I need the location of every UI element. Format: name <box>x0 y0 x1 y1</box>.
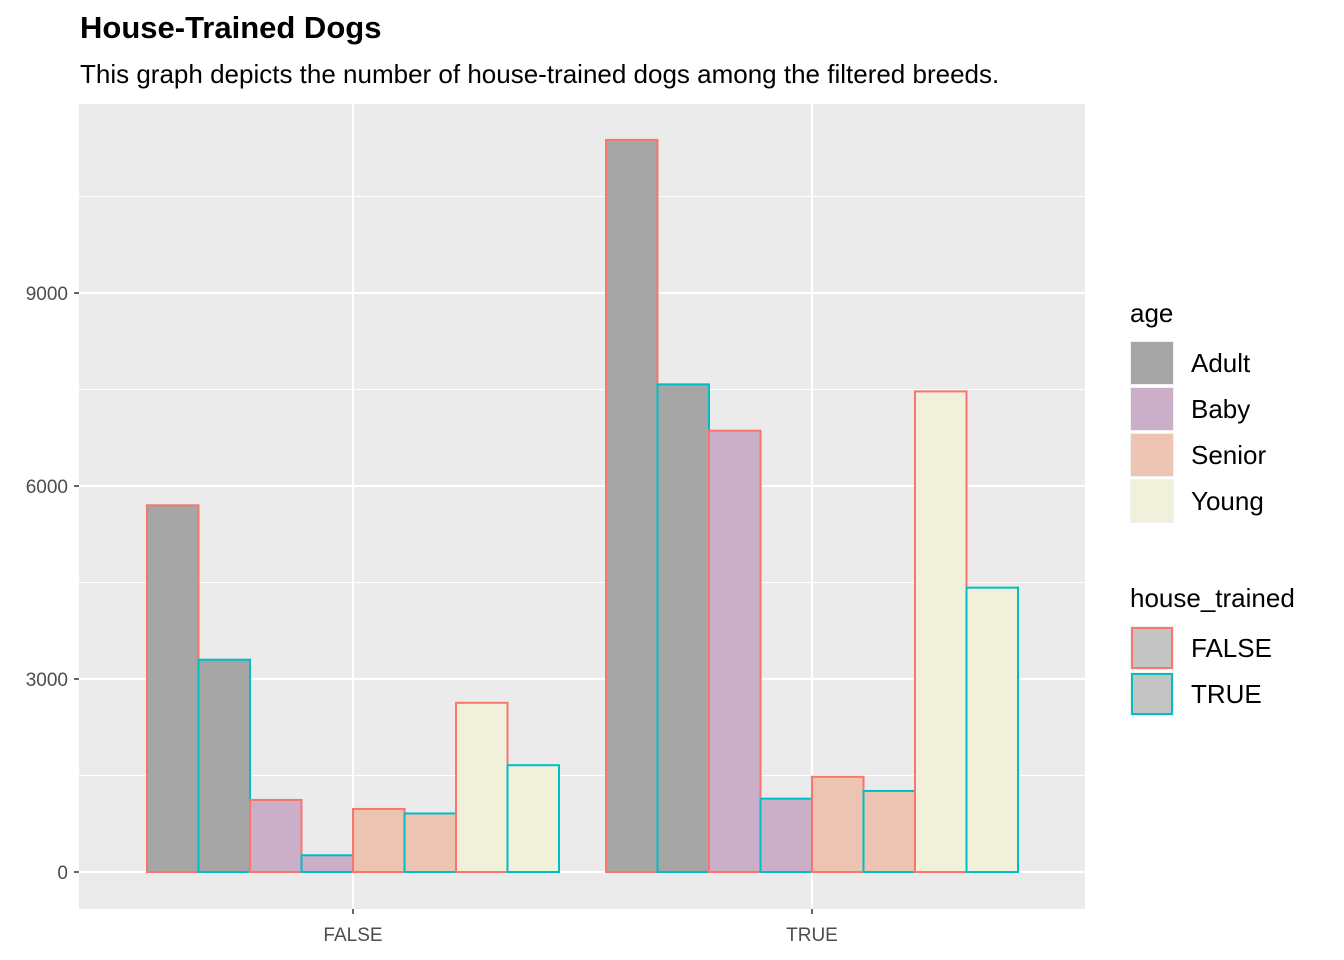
bar-true-adult-false <box>605 138 659 874</box>
x-axis: FALSE TRUE <box>323 909 838 946</box>
bar-false-senior-false <box>352 807 406 873</box>
bar-true-young-false <box>914 390 968 873</box>
chart-title: House-Trained Dogs <box>80 10 382 45</box>
legend-title-house-trained: house_trained <box>1130 583 1295 613</box>
y-tick-label: 9000 <box>26 284 68 305</box>
legend-label-young: Young <box>1191 486 1264 516</box>
bar-true-adult-true <box>656 383 710 873</box>
legend-key-true <box>1131 673 1173 715</box>
legend-age: age Adult Baby Senior Young <box>1130 298 1266 523</box>
bar-false-adult-false <box>146 504 200 873</box>
legend-key-false <box>1131 627 1173 669</box>
x-tick-label: FALSE <box>323 925 382 946</box>
y-tick-label: 3000 <box>26 670 68 691</box>
legend-label-true: TRUE <box>1191 679 1262 709</box>
bar-false-young-true <box>506 764 560 873</box>
legend-title-age: age <box>1130 298 1173 328</box>
bar-false-baby-true <box>300 854 354 873</box>
bar-false-adult-true <box>197 658 251 874</box>
bar-true-baby-true <box>759 797 813 873</box>
legend-label-baby: Baby <box>1191 394 1250 424</box>
bar-true-young-true <box>965 586 1019 873</box>
bar-false-baby-false <box>249 798 303 873</box>
legend-label-adult: Adult <box>1191 348 1251 378</box>
chart-subtitle: This graph depicts the number of house-t… <box>80 59 1000 89</box>
legend-house-trained: house_trained FALSE TRUE <box>1130 583 1295 716</box>
bar-true-senior-true <box>862 789 916 873</box>
y-axis: 0 3000 6000 9000 <box>26 284 79 884</box>
x-tick-label: TRUE <box>786 925 838 946</box>
legend-label-senior: Senior <box>1191 440 1266 470</box>
legend-key-senior <box>1131 434 1173 476</box>
bar-true-senior-false <box>811 775 865 874</box>
legend-label-false: FALSE <box>1191 633 1272 663</box>
legend-key-baby <box>1131 388 1173 430</box>
y-tick-label: 0 <box>57 863 68 884</box>
legend-key-adult <box>1131 342 1173 384</box>
y-tick-label: 6000 <box>26 477 68 498</box>
bar-false-senior-true <box>403 812 457 873</box>
legend-key-young <box>1131 480 1173 522</box>
bars <box>146 138 1019 874</box>
bar-true-baby-false <box>708 429 762 873</box>
bar-false-young-false <box>455 701 509 874</box>
